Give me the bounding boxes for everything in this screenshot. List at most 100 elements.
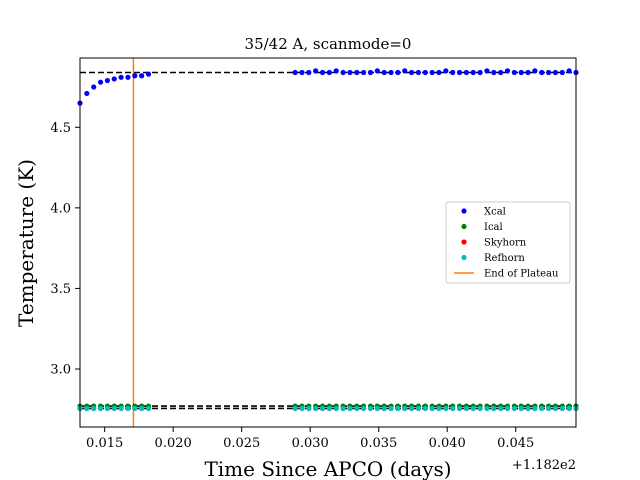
- y-tick-label: 3.0: [50, 362, 71, 377]
- data-point-xcal: [367, 69, 374, 76]
- y-tick-label: 4.0: [50, 201, 71, 216]
- data-point-xcal: [552, 69, 559, 76]
- data-point-refhorn: [367, 405, 374, 412]
- data-point-xcal: [340, 69, 346, 76]
- data-point-refhorn: [111, 405, 117, 412]
- data-point-xcal: [566, 68, 572, 74]
- data-point-refhorn: [91, 405, 97, 412]
- legend-label: Skyhorn: [484, 238, 527, 249]
- data-point-xcal: [84, 90, 90, 97]
- data-point-xcal: [511, 69, 517, 76]
- data-point-xcal: [306, 69, 312, 76]
- legend-marker-ical: [461, 223, 467, 230]
- data-point-refhorn: [463, 405, 469, 412]
- data-point-refhorn: [415, 405, 422, 412]
- data-point-refhorn: [443, 405, 449, 412]
- data-point-xcal: [518, 69, 524, 76]
- data-point-xcal: [118, 74, 124, 80]
- data-point-refhorn: [132, 405, 138, 412]
- data-point-xcal: [354, 69, 360, 76]
- data-point-refhorn: [429, 405, 435, 412]
- data-point-refhorn: [326, 405, 332, 412]
- data-point-refhorn: [84, 405, 90, 412]
- data-point-refhorn: [374, 405, 380, 412]
- data-point-xcal: [139, 73, 145, 79]
- data-point-refhorn: [139, 405, 145, 412]
- x-axis-label: Time Since APCO (days): [204, 457, 451, 480]
- series-refhorn: [77, 405, 579, 412]
- data-point-xcal: [559, 69, 565, 76]
- data-point-refhorn: [456, 405, 463, 412]
- legend-label: Ical: [484, 222, 503, 233]
- data-point-refhorn: [319, 405, 326, 412]
- x-tick-label: 0.035: [360, 436, 397, 451]
- x-tick-label: 0.025: [223, 436, 260, 451]
- data-point-xcal: [525, 69, 531, 76]
- data-point-refhorn: [313, 405, 319, 412]
- legend-marker-refhorn: [461, 254, 467, 261]
- x-tick-label: 0.030: [292, 436, 329, 451]
- data-point-refhorn: [145, 405, 152, 412]
- y-tick-label: 3.5: [50, 282, 71, 297]
- data-point-refhorn: [552, 405, 559, 412]
- plot-area: [77, 58, 579, 427]
- data-point-refhorn: [97, 405, 104, 412]
- y-axis-label: Temperature (K): [14, 159, 38, 327]
- data-point-xcal: [374, 68, 380, 74]
- data-point-xcal: [422, 69, 428, 76]
- data-point-xcal: [132, 73, 138, 79]
- data-point-xcal: [470, 69, 476, 76]
- data-point-refhorn: [408, 405, 415, 412]
- data-point-refhorn: [484, 405, 490, 412]
- data-point-xcal: [408, 69, 415, 76]
- data-point-refhorn: [559, 405, 565, 412]
- data-point-xcal: [388, 69, 394, 76]
- data-point-xcal: [532, 68, 538, 74]
- x-axis-offset-label: +1.182e2: [512, 458, 576, 473]
- legend-label: Xcal: [484, 207, 506, 218]
- data-point-xcal: [91, 84, 97, 90]
- data-point-refhorn: [381, 405, 387, 412]
- chart-title: 35/42 A, scanmode=0: [245, 35, 412, 53]
- data-point-refhorn: [104, 405, 111, 412]
- data-point-xcal: [450, 69, 456, 76]
- data-point-refhorn: [511, 405, 517, 412]
- data-point-refhorn: [340, 405, 346, 412]
- y-axis-ticks: 3.0 3.5 4.0 4.5: [50, 121, 80, 377]
- x-tick-label: 0.040: [429, 436, 466, 451]
- data-point-xcal: [436, 69, 442, 76]
- data-point-refhorn: [545, 405, 552, 412]
- data-point-refhorn: [450, 405, 456, 412]
- data-point-xcal: [292, 69, 298, 76]
- data-point-xcal: [402, 68, 408, 74]
- legend-label: End of Plateau: [484, 269, 559, 280]
- data-point-refhorn: [539, 405, 545, 412]
- data-point-xcal: [313, 68, 319, 74]
- data-point-refhorn: [333, 405, 339, 412]
- data-point-refhorn: [118, 405, 124, 412]
- data-point-xcal: [125, 74, 131, 80]
- data-point-xcal: [545, 69, 552, 76]
- data-point-refhorn: [436, 405, 442, 412]
- data-point-xcal: [539, 69, 545, 76]
- legend-marker-xcal: [461, 208, 467, 214]
- x-tick-label: 0.045: [497, 436, 534, 451]
- data-point-xcal: [463, 69, 469, 76]
- data-point-refhorn: [361, 405, 367, 412]
- data-point-refhorn: [498, 405, 504, 412]
- data-point-refhorn: [306, 405, 312, 412]
- data-point-refhorn: [125, 405, 131, 412]
- x-tick-label: 0.020: [155, 436, 192, 451]
- data-point-xcal: [104, 77, 111, 84]
- data-point-refhorn: [532, 405, 538, 412]
- data-point-xcal: [299, 69, 305, 76]
- legend: Xcal Ical Skyhorn Refhorn End of Plateau: [445, 201, 571, 284]
- data-point-xcal: [456, 69, 463, 76]
- data-point-xcal: [498, 69, 504, 76]
- data-point-refhorn: [504, 405, 511, 412]
- data-point-xcal: [97, 79, 104, 85]
- data-point-refhorn: [422, 405, 428, 412]
- data-point-refhorn: [402, 405, 408, 412]
